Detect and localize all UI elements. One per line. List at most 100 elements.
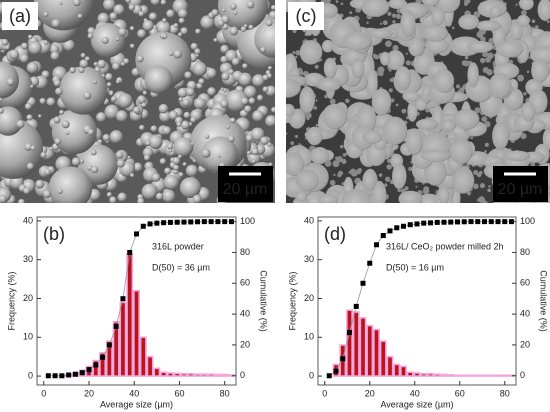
bar	[119, 301, 127, 377]
particle	[391, 13, 397, 18]
particle	[59, 1, 63, 5]
particle	[192, 61, 207, 77]
particle	[0, 106, 23, 136]
bar	[379, 340, 387, 377]
particle	[484, 142, 489, 147]
particle	[482, 51, 489, 58]
particle	[405, 52, 408, 55]
x-tick-label: 40	[410, 388, 420, 398]
y-axis-title: Frequency (%)	[287, 271, 297, 330]
particle	[487, 52, 494, 59]
particle	[476, 20, 502, 31]
particle	[177, 87, 188, 98]
particle	[63, 39, 75, 51]
plot-frame	[317, 216, 517, 386]
particle	[178, 97, 183, 102]
particle	[228, 69, 234, 75]
bar	[153, 367, 161, 377]
cumulative-point	[387, 228, 393, 234]
particle	[392, 163, 407, 190]
particle	[270, 4, 275, 11]
cumulative-point	[161, 220, 167, 226]
bar	[386, 355, 394, 377]
particle	[476, 172, 482, 178]
particle	[166, 9, 175, 18]
particle	[463, 1, 468, 6]
particle	[290, 141, 295, 145]
particle	[350, 169, 358, 177]
particle	[246, 150, 251, 155]
particle	[245, 134, 254, 142]
particle	[474, 107, 481, 114]
particle	[315, 99, 318, 102]
particle	[247, 151, 261, 165]
particle	[21, 42, 28, 50]
particle	[180, 27, 188, 35]
x-tick-label: 0	[41, 388, 46, 398]
cumulative-point	[509, 219, 514, 225]
cumulative-point	[86, 367, 92, 373]
particle	[150, 0, 160, 6]
particle	[117, 93, 133, 109]
particle	[535, 25, 539, 29]
bar	[352, 311, 360, 377]
particle	[488, 72, 512, 99]
cumulative-point	[127, 249, 133, 255]
particle	[470, 136, 474, 140]
particle	[528, 56, 531, 60]
particle	[222, 23, 229, 30]
cumulative-point	[488, 219, 494, 225]
annotation: 316L powder	[152, 241, 204, 251]
particle	[92, 80, 97, 85]
bar	[221, 373, 229, 377]
particle	[342, 31, 372, 51]
particle	[256, 94, 264, 101]
panel-label: (c)	[296, 6, 317, 26]
particle	[151, 173, 161, 182]
particle	[306, 126, 323, 146]
bar	[126, 253, 134, 377]
cumulative-point	[100, 354, 106, 360]
particle	[192, 194, 202, 203]
cumulative-point	[394, 225, 400, 231]
particle	[185, 164, 198, 177]
particle	[86, 57, 90, 61]
annotation: D(50) = 16 µm	[386, 262, 444, 272]
particle	[404, 186, 409, 191]
particle	[57, 188, 63, 194]
particle	[83, 91, 92, 100]
particle	[139, 124, 145, 131]
particle	[168, 110, 178, 120]
particle	[481, 116, 488, 123]
particle	[141, 183, 158, 200]
particle	[101, 36, 109, 44]
particle	[386, 164, 392, 170]
cumulative-point	[347, 330, 352, 336]
particle	[184, 71, 192, 79]
particle	[340, 2, 344, 6]
particle	[200, 15, 215, 30]
particle	[142, 20, 154, 32]
particle	[96, 112, 107, 123]
cumulative-point	[120, 296, 126, 302]
particle	[431, 105, 444, 134]
cumulative-point	[134, 231, 139, 237]
cumulative-point	[482, 219, 487, 225]
y2-tick-label: 80	[520, 247, 530, 257]
x-tick-label: 20	[365, 388, 375, 398]
particle	[141, 102, 147, 108]
cumulative-point	[461, 219, 467, 225]
bar	[105, 340, 113, 377]
particle	[173, 164, 180, 171]
bar	[166, 372, 174, 377]
cumulative-point	[448, 219, 454, 225]
particle	[19, 53, 29, 63]
particle	[0, 107, 4, 114]
particle	[118, 27, 127, 37]
x-axis-title: Average size (µm)	[100, 399, 173, 409]
particle	[137, 29, 147, 39]
particle	[211, 9, 219, 17]
particle	[478, 196, 485, 203]
particle	[394, 66, 412, 91]
particle	[233, 11, 238, 15]
